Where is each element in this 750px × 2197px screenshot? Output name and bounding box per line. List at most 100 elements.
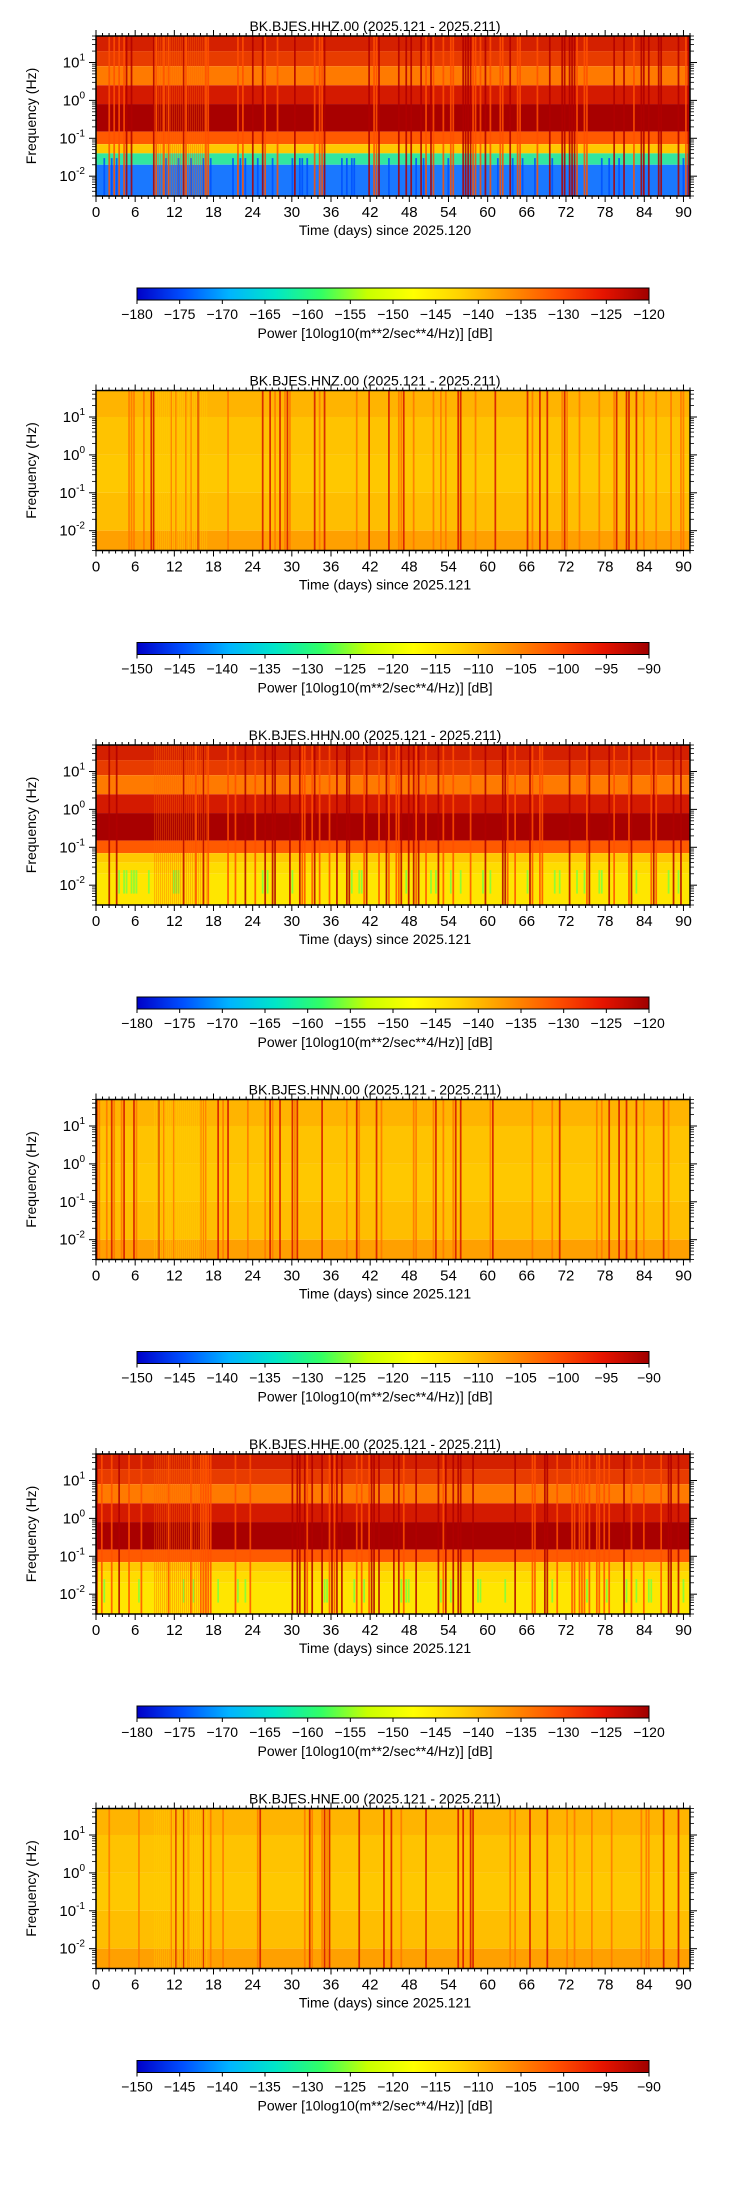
power-streak — [217, 1099, 220, 1260]
freq-band — [96, 745, 690, 761]
chart-panel-5: BK.BJES.HHE.00 (2025.121 - 2025.211) 0 6 12… — [23, 1436, 697, 1759]
x-tick-label: 24 — [244, 1977, 261, 1994]
power-streak — [509, 1808, 512, 1969]
power-streak — [103, 158, 106, 196]
power-streak — [204, 1099, 207, 1260]
x-tick-label: 48 — [401, 1977, 418, 1994]
power-streak — [645, 1808, 648, 1969]
x-tick-label: 0 — [92, 1977, 100, 1994]
x-tick-label: 24 — [244, 204, 261, 221]
power-streak — [138, 1808, 140, 1969]
power-streak — [459, 1454, 462, 1614]
power-streak — [482, 870, 484, 894]
power-streak — [568, 36, 571, 196]
power-streak — [566, 390, 568, 551]
power-streak — [531, 745, 534, 905]
colorbar-tick-label: −140 — [463, 1015, 495, 1031]
power-streak — [294, 36, 296, 196]
colorbar-tick-label: −145 — [420, 1724, 452, 1740]
power-streak — [118, 1454, 121, 1614]
x-axis-label: Time (days) since 2025.121 — [299, 1995, 471, 2011]
x-tick-label: 60 — [479, 204, 496, 221]
x-tick-label: 60 — [479, 1622, 496, 1639]
y-tick-label: 100 — [63, 1508, 86, 1527]
colorbar-tick-label: −140 — [207, 661, 239, 677]
y-tick-label: 101 — [63, 1470, 86, 1489]
plot-frame — [95, 1098, 691, 1261]
power-streak — [207, 1454, 210, 1614]
x-tick-label: 42 — [362, 913, 379, 930]
power-streak — [425, 1808, 427, 1969]
power-streak — [301, 158, 304, 196]
colorbar-tick-label: −155 — [335, 306, 367, 322]
power-streak — [588, 745, 591, 905]
power-streak — [345, 745, 348, 905]
colorbar-tick-label: −180 — [121, 306, 153, 322]
colorbar-tick-label: −115 — [420, 1370, 451, 1386]
power-streak — [462, 1808, 465, 1969]
power-streak — [407, 1579, 410, 1603]
power-streak — [378, 745, 380, 905]
x-tick-label: 42 — [362, 1268, 379, 1285]
x-tick-label: 90 — [675, 1268, 692, 1285]
y-tick-label: 101 — [63, 1825, 86, 1844]
power-streak — [630, 745, 633, 905]
power-streak — [640, 1808, 643, 1969]
power-streak — [568, 745, 571, 905]
colorbar-tick-label: −175 — [164, 1015, 196, 1031]
colorbar — [136, 642, 650, 655]
x-tick-label: 72 — [558, 559, 575, 576]
power-streak — [328, 1454, 331, 1614]
colorbar-tick-label: −135 — [249, 2079, 281, 2095]
power-streak — [677, 1454, 680, 1614]
colorbar-tick-label: −145 — [164, 2079, 196, 2095]
colorbar-tick-label: −155 — [335, 1015, 367, 1031]
power-streak — [261, 390, 264, 551]
power-streak — [234, 1454, 237, 1614]
colorbar — [136, 1705, 650, 1719]
power-streak — [642, 1454, 645, 1614]
power-streak — [264, 36, 267, 196]
power-streak — [600, 1099, 603, 1260]
power-streak — [558, 870, 561, 894]
power-streak — [244, 1579, 247, 1603]
x-tick-label: 0 — [92, 913, 100, 930]
power-streak — [600, 870, 603, 894]
x-tick-label: 90 — [675, 559, 692, 576]
x-tick-label: 54 — [440, 1268, 457, 1285]
power-streak — [504, 1579, 507, 1603]
power-streak — [539, 390, 541, 551]
power-streak — [457, 390, 460, 551]
power-streak — [514, 1454, 517, 1614]
power-streak — [239, 158, 242, 196]
power-streak — [514, 1808, 517, 1969]
power-streak — [321, 36, 323, 196]
x-tick-label: 48 — [401, 559, 418, 576]
y-tick-label: 101 — [63, 761, 86, 780]
power-streak — [397, 36, 400, 196]
colorbar-label: Power [10log10(m**2/sec**4/Hz)] [dB] — [258, 2098, 493, 2114]
colorbar-tick-label: −140 — [463, 1724, 495, 1740]
power-streak — [276, 36, 279, 196]
power-streak — [677, 870, 680, 894]
power-streak — [135, 1099, 138, 1260]
power-streak — [353, 1579, 356, 1603]
y-axis-label: Frequency (Hz) — [23, 777, 39, 873]
colorbar-tick-label: −100 — [548, 661, 580, 677]
power-streak — [115, 158, 118, 196]
power-streak — [388, 158, 390, 196]
power-streak — [625, 1099, 628, 1260]
colorbar-tick-label: −160 — [292, 1724, 324, 1740]
power-streak — [170, 390, 172, 551]
power-streak — [521, 158, 524, 196]
power-streak — [197, 390, 200, 551]
y-tick-label: 100 — [63, 799, 86, 818]
power-streak — [125, 36, 128, 196]
power-streak — [100, 1454, 103, 1614]
power-streak — [227, 390, 229, 551]
power-streak — [459, 1099, 462, 1260]
power-streak — [365, 745, 368, 905]
power-streak — [412, 745, 415, 905]
x-tick-label: 36 — [323, 1977, 340, 1994]
chart-title: BK.BJES.HHN.00 (2025.121 - 2025.211) — [249, 727, 502, 743]
